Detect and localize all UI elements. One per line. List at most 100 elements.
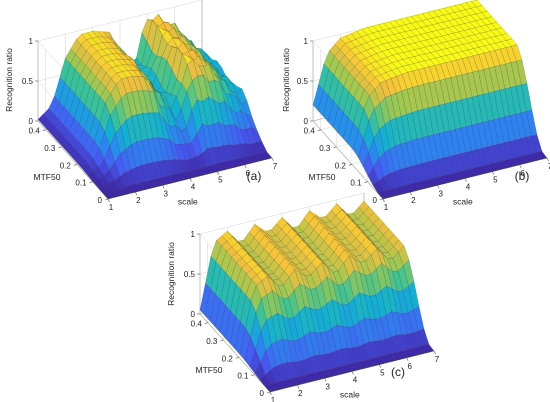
x-tick-mark — [492, 171, 495, 175]
y-tick-label: 0 — [373, 196, 378, 205]
x-tick-mark — [107, 198, 110, 203]
panel-label: (c) — [391, 365, 405, 379]
z-tick-label: 1 — [191, 230, 196, 239]
x-tick-mark — [351, 371, 354, 375]
surface-patch — [261, 151, 273, 160]
x-tick-label: 5 — [493, 176, 498, 185]
x-tick-mark — [324, 378, 327, 382]
x-tick-mark — [271, 157, 274, 162]
z-tick-label: 0 — [29, 117, 34, 126]
y-tick-label: 0 — [260, 389, 265, 398]
x-tick-label: 1 — [384, 203, 389, 212]
x-tick-mark — [437, 185, 440, 189]
y-tick-mark — [89, 181, 93, 183]
y-tick-label: 0.4 — [304, 127, 316, 136]
y-tick-mark — [364, 181, 368, 183]
surface-plot-b: 123456700.10.20.30.400.51scaleMTF50Recog… — [281, 0, 550, 212]
x-tick-label: 1 — [271, 396, 276, 402]
x-tick-label: 7 — [548, 162, 550, 171]
y-tick-mark — [58, 146, 62, 149]
y-tick-mark — [379, 198, 384, 201]
y-tick-label: 0.1 — [237, 372, 249, 381]
surface-patch — [536, 151, 548, 160]
x-tick-label: 6 — [245, 169, 250, 178]
recognition-surface — [37, 13, 273, 200]
y-tick-mark — [220, 339, 224, 342]
y-tick-mark — [73, 164, 77, 166]
x-tick-mark — [433, 350, 436, 355]
x-tick-label: 2 — [411, 196, 416, 205]
y-tick-label: 0.3 — [44, 144, 56, 153]
y-tick-label: 0.2 — [222, 354, 234, 363]
y-tick-label: 0.2 — [60, 161, 72, 170]
x-tick-label: 2 — [298, 389, 303, 398]
x-tick-label: 2 — [136, 196, 141, 205]
x-tick-mark — [410, 192, 413, 196]
z-tick-label: 1 — [29, 37, 34, 46]
y-tick-label: 0.3 — [206, 337, 218, 346]
x-tick-mark — [135, 192, 138, 196]
z-axis-label: Recognition ratio — [4, 48, 14, 112]
x-tick-label: 3 — [438, 189, 443, 198]
x-tick-mark — [406, 357, 409, 361]
z-tick-label: 0 — [304, 117, 309, 126]
z-axis-label: Recognition ratio — [166, 242, 176, 306]
y-tick-label: 0.1 — [75, 179, 87, 188]
surface-plot-a: 123456700.10.20.30.400.51scaleMTF50Recog… — [4, 0, 278, 212]
panel-label: (b) — [515, 169, 530, 183]
x-tick-label: 3 — [163, 189, 168, 198]
z-tick-label: 1 — [304, 37, 309, 46]
x-tick-mark — [546, 157, 549, 162]
x-tick-mark — [379, 364, 382, 368]
x-tick-label: 4 — [466, 183, 471, 192]
panel-label: (a) — [247, 169, 262, 183]
x-tick-label: 6 — [407, 362, 412, 371]
x-tick-mark — [189, 178, 192, 182]
y-tick-label: 0.2 — [335, 161, 347, 170]
y-tick-mark — [266, 391, 271, 394]
y-tick-label: 0.4 — [191, 320, 203, 329]
x-tick-mark — [217, 171, 220, 175]
x-tick-mark — [244, 164, 247, 168]
x-tick-label: 1 — [109, 203, 114, 212]
x-axis-label: scale — [453, 197, 473, 207]
y-axis-label: MTF50 — [309, 172, 336, 182]
x-axis-label: scale — [178, 197, 198, 207]
axes-frame-edge — [199, 313, 271, 393]
surface-patch — [423, 344, 435, 353]
x-tick-label: 5 — [218, 176, 223, 185]
y-tick-mark — [333, 146, 337, 149]
x-tick-label: 7 — [435, 355, 440, 364]
x-tick-label: 4 — [353, 376, 358, 385]
x-tick-label: 4 — [191, 183, 196, 192]
recognition-surface — [199, 200, 435, 393]
y-tick-mark — [348, 164, 352, 166]
x-tick-mark — [464, 178, 467, 182]
z-tick-label: 0 — [191, 310, 196, 319]
x-tick-mark — [162, 185, 165, 189]
y-tick-label: 0.1 — [350, 179, 362, 188]
axes-frame-edge — [37, 120, 109, 200]
y-tick-mark — [317, 129, 321, 131]
z-tick-label: 0.5 — [22, 77, 34, 86]
x-tick-mark — [519, 164, 522, 168]
axes-frame-edge — [312, 120, 384, 200]
y-tick-mark — [104, 198, 109, 201]
x-tick-mark — [297, 385, 300, 389]
x-tick-label: 7 — [273, 162, 278, 171]
z-tick-label: 0.5 — [297, 77, 309, 86]
y-tick-mark — [42, 129, 46, 131]
x-tick-label: 6 — [520, 169, 525, 178]
y-tick-label: 0 — [98, 196, 103, 205]
x-axis-label: scale — [340, 390, 360, 400]
surface-plot-c: 123456700.10.20.30.400.51scaleMTF50Recog… — [166, 192, 440, 402]
z-tick-label: 0.5 — [184, 270, 196, 279]
x-tick-mark — [382, 198, 385, 203]
x-tick-label: 3 — [325, 382, 330, 391]
y-tick-label: 0.4 — [29, 127, 41, 136]
y-tick-label: 0.3 — [319, 144, 331, 153]
